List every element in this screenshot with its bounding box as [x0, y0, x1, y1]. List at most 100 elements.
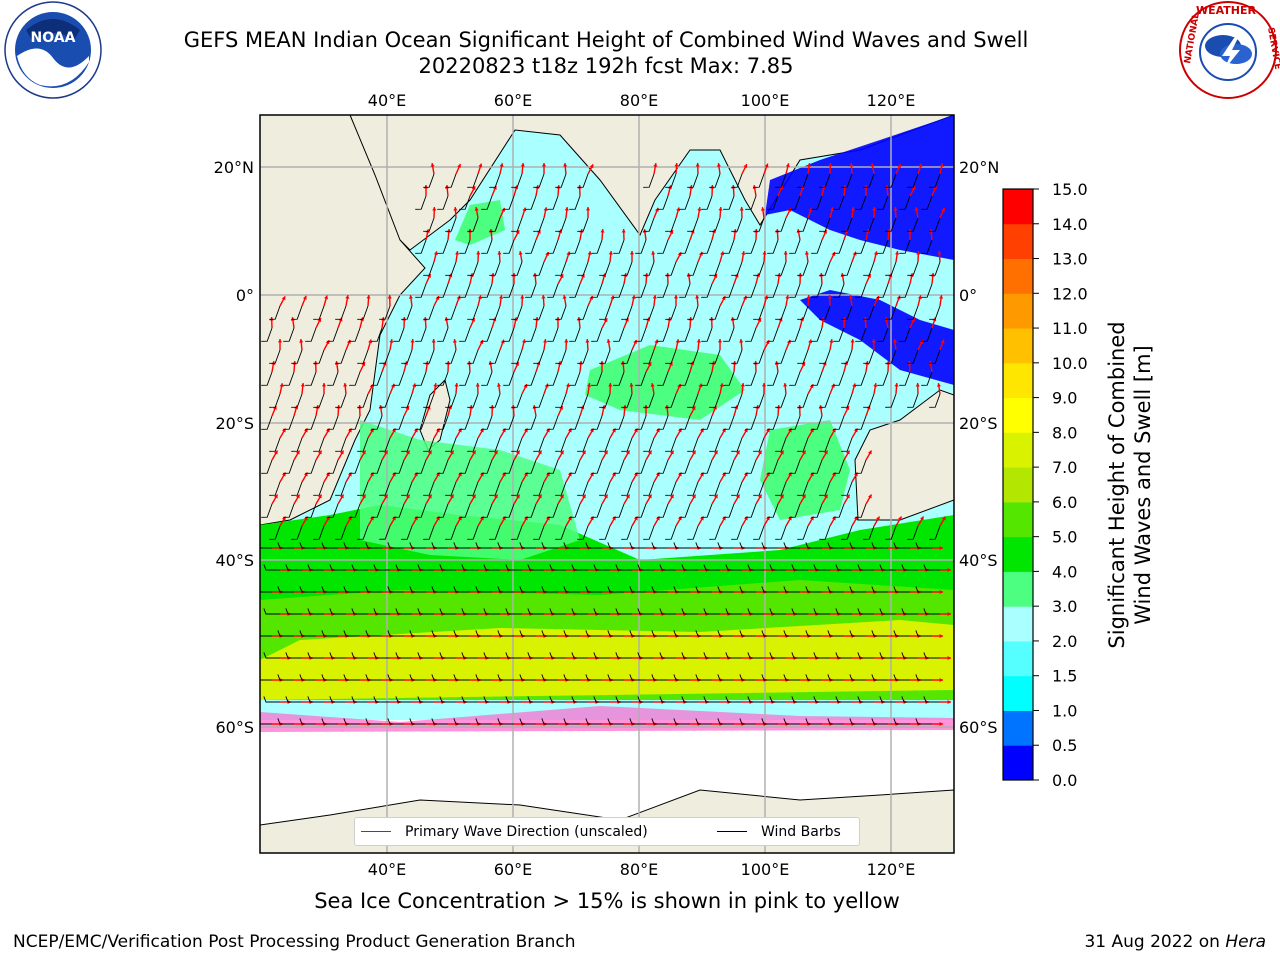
nws-logo-word-top: WEATHER	[1196, 4, 1257, 17]
wind-barb	[409, 630, 426, 637]
wind-barb	[497, 674, 514, 681]
wind-barb	[261, 459, 273, 474]
wave-arrow-head	[318, 450, 322, 455]
wind-barb	[277, 718, 294, 725]
wind-barb	[717, 630, 734, 637]
wind-barb	[877, 371, 889, 386]
wave-arrow-head	[654, 207, 659, 212]
wind-barb	[761, 674, 778, 681]
wave-arrow-head	[471, 317, 475, 322]
wind-barb	[907, 349, 919, 364]
wave-arrow-head	[410, 339, 415, 343]
wind-barb	[483, 608, 500, 615]
wind-barb	[833, 371, 845, 386]
wind-barb	[365, 630, 382, 637]
wind-barb	[615, 608, 632, 615]
wind-barb	[519, 718, 536, 725]
wind-barb	[929, 261, 941, 276]
wind-barb	[577, 217, 589, 232]
lat-tick-left: 60°S	[215, 718, 254, 737]
wind-barb	[459, 415, 471, 430]
wind-barb	[423, 349, 435, 364]
colorbar-bin	[1003, 432, 1033, 468]
wind-barb	[357, 525, 369, 540]
wind-barb	[291, 393, 303, 408]
noaa-logo-text: NOAA	[31, 30, 76, 46]
wind-barb	[805, 586, 822, 593]
wind-barb	[277, 542, 294, 549]
wind-barb	[863, 305, 875, 320]
wind-barb	[431, 674, 448, 681]
wind-barb	[263, 652, 280, 659]
wind-barb	[635, 239, 647, 254]
wind-barb	[613, 327, 625, 342]
wind-barb	[527, 652, 544, 659]
wave-arrow-head	[736, 494, 740, 499]
colorbar-bin	[1003, 258, 1033, 294]
wind-barb	[893, 542, 910, 549]
wind-barb	[635, 371, 647, 386]
wind-barb	[857, 652, 874, 659]
wind-barb	[475, 542, 492, 549]
wind-barb	[299, 630, 316, 637]
wind-barb	[701, 239, 713, 254]
wind-barb	[445, 261, 457, 276]
wind-barb	[745, 195, 757, 210]
wind-barb	[453, 674, 470, 681]
wave-arrow-head	[939, 545, 943, 551]
wind-barb	[783, 586, 800, 593]
wind-barb	[525, 327, 537, 342]
wind-barb	[541, 542, 558, 549]
wind-barb	[923, 564, 940, 571]
wave-arrow-head	[828, 163, 833, 167]
wind-barb	[613, 283, 625, 298]
colorbar-ticks: 0.0 0.5 1.0 1.5 2.0 3.0 4.0 5.0 6.0 7.0 8.0 9.0 10.0…	[1033, 180, 1088, 790]
wind-barb	[489, 173, 501, 188]
wind-barb	[379, 305, 391, 320]
wind-barb	[365, 674, 382, 681]
wind-barb	[657, 283, 669, 298]
wave-arrow-head	[651, 251, 656, 255]
wind-barb	[533, 393, 545, 408]
wave-arrow-head	[582, 494, 586, 499]
wind-barb	[549, 652, 566, 659]
wind-barb	[915, 674, 932, 681]
wave-arrow-head	[452, 339, 457, 343]
wave-arrow-head	[896, 295, 901, 300]
wind-barb	[335, 393, 347, 408]
wind-barb	[813, 696, 830, 703]
wind-barb	[519, 630, 536, 637]
wind-barb	[591, 239, 603, 254]
wind-barb	[439, 652, 456, 659]
wave-arrow-head	[783, 251, 788, 255]
wind-barb	[423, 261, 435, 276]
wave-arrow-head	[494, 494, 498, 499]
wind-barb	[731, 217, 743, 232]
wave-arrow-head	[317, 318, 322, 323]
wave-arrow-head	[318, 494, 322, 499]
wave-arrow-head	[652, 295, 657, 299]
band-3-4m-central	[585, 345, 745, 420]
wind-barb	[775, 173, 787, 188]
wind-barb	[503, 283, 515, 298]
wind-barb	[357, 349, 369, 364]
lat-tick-left: 0°	[236, 286, 254, 305]
wind-barb	[327, 503, 339, 518]
wave-arrow-head	[757, 318, 762, 323]
wave-arrow-head	[698, 251, 703, 256]
wind-barb	[673, 586, 690, 593]
wind-barb	[665, 305, 677, 320]
wind-barb	[497, 542, 514, 549]
wind-barb	[437, 503, 449, 518]
wind-barb	[533, 525, 545, 540]
wind-barb	[415, 415, 427, 430]
wind-barb	[811, 283, 823, 298]
wind-barb	[805, 674, 822, 681]
wind-barb	[585, 630, 602, 637]
wave-arrow-head	[454, 383, 459, 387]
wind-barb	[577, 305, 589, 320]
wave-arrow-head	[806, 295, 811, 299]
wave-arrow-head	[496, 383, 501, 387]
wind-barb	[687, 305, 699, 320]
wind-barb	[723, 327, 735, 342]
